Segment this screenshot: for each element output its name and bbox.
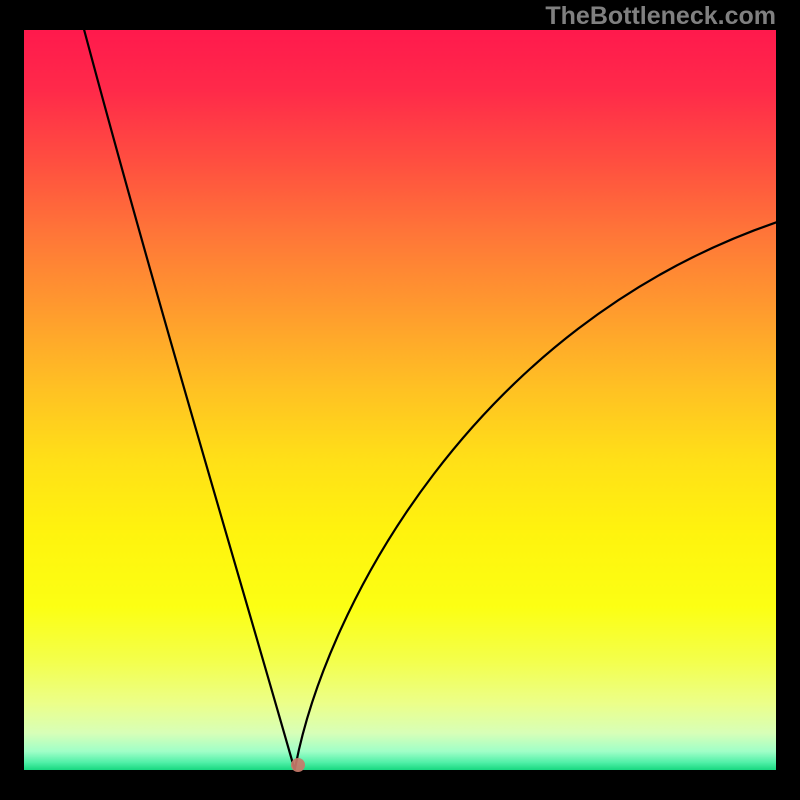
chart-frame bbox=[0, 0, 800, 800]
gradient-background bbox=[24, 30, 776, 770]
watermark-text: TheBottleneck.com bbox=[545, 2, 776, 31]
